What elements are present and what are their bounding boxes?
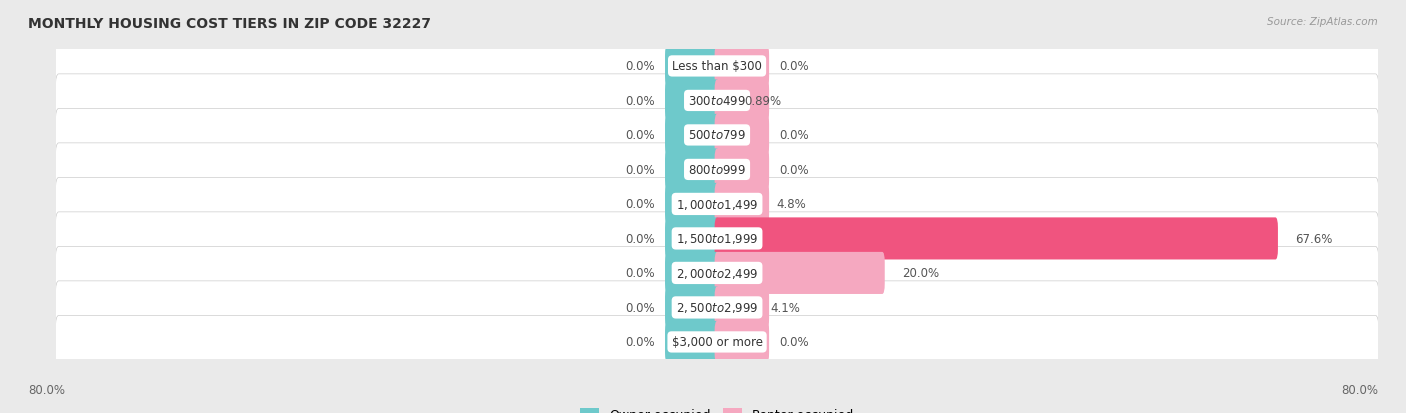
FancyBboxPatch shape xyxy=(665,252,720,294)
Text: 0.0%: 0.0% xyxy=(626,95,655,108)
Text: 0.0%: 0.0% xyxy=(626,336,655,349)
Text: Less than $300: Less than $300 xyxy=(672,60,762,73)
Text: 0.0%: 0.0% xyxy=(626,60,655,73)
Text: 0.0%: 0.0% xyxy=(779,164,808,176)
Text: 0.89%: 0.89% xyxy=(744,95,782,108)
FancyBboxPatch shape xyxy=(55,316,1379,368)
Text: $2,500 to $2,999: $2,500 to $2,999 xyxy=(676,301,758,315)
FancyBboxPatch shape xyxy=(714,218,1278,260)
Text: 0.0%: 0.0% xyxy=(779,60,808,73)
FancyBboxPatch shape xyxy=(665,114,720,157)
Text: 4.1%: 4.1% xyxy=(770,301,800,314)
FancyBboxPatch shape xyxy=(714,183,769,225)
Text: 20.0%: 20.0% xyxy=(903,267,939,280)
FancyBboxPatch shape xyxy=(55,281,1379,334)
FancyBboxPatch shape xyxy=(55,178,1379,231)
FancyBboxPatch shape xyxy=(665,149,720,191)
Text: $2,000 to $2,499: $2,000 to $2,499 xyxy=(676,266,758,280)
Text: 0.0%: 0.0% xyxy=(626,164,655,176)
FancyBboxPatch shape xyxy=(55,109,1379,162)
FancyBboxPatch shape xyxy=(55,75,1379,128)
FancyBboxPatch shape xyxy=(714,149,769,191)
Text: 0.0%: 0.0% xyxy=(779,336,808,349)
FancyBboxPatch shape xyxy=(665,218,720,260)
FancyBboxPatch shape xyxy=(55,40,1379,93)
FancyBboxPatch shape xyxy=(55,143,1379,197)
Text: $500 to $799: $500 to $799 xyxy=(688,129,747,142)
FancyBboxPatch shape xyxy=(714,287,769,329)
Text: $1,000 to $1,499: $1,000 to $1,499 xyxy=(676,197,758,211)
Text: $800 to $999: $800 to $999 xyxy=(688,164,747,176)
Text: Source: ZipAtlas.com: Source: ZipAtlas.com xyxy=(1267,17,1378,26)
FancyBboxPatch shape xyxy=(665,183,720,225)
Text: 0.0%: 0.0% xyxy=(626,301,655,314)
Text: 0.0%: 0.0% xyxy=(779,129,808,142)
FancyBboxPatch shape xyxy=(55,212,1379,265)
FancyBboxPatch shape xyxy=(55,247,1379,300)
FancyBboxPatch shape xyxy=(665,46,720,88)
FancyBboxPatch shape xyxy=(714,114,769,157)
FancyBboxPatch shape xyxy=(714,80,769,122)
Text: 80.0%: 80.0% xyxy=(28,384,65,396)
Text: MONTHLY HOUSING COST TIERS IN ZIP CODE 32227: MONTHLY HOUSING COST TIERS IN ZIP CODE 3… xyxy=(28,17,432,31)
Text: 80.0%: 80.0% xyxy=(1341,384,1378,396)
FancyBboxPatch shape xyxy=(665,321,720,363)
FancyBboxPatch shape xyxy=(665,80,720,122)
Text: 4.8%: 4.8% xyxy=(776,198,806,211)
Text: 0.0%: 0.0% xyxy=(626,129,655,142)
Text: $300 to $499: $300 to $499 xyxy=(688,95,747,108)
Text: 0.0%: 0.0% xyxy=(626,267,655,280)
Text: 0.0%: 0.0% xyxy=(626,233,655,245)
Text: $1,500 to $1,999: $1,500 to $1,999 xyxy=(676,232,758,246)
FancyBboxPatch shape xyxy=(714,46,769,88)
Text: $3,000 or more: $3,000 or more xyxy=(672,336,762,349)
FancyBboxPatch shape xyxy=(714,252,884,294)
Legend: Owner-occupied, Renter-occupied: Owner-occupied, Renter-occupied xyxy=(581,408,853,413)
FancyBboxPatch shape xyxy=(665,287,720,329)
FancyBboxPatch shape xyxy=(714,321,769,363)
Text: 67.6%: 67.6% xyxy=(1295,233,1333,245)
Text: 0.0%: 0.0% xyxy=(626,198,655,211)
